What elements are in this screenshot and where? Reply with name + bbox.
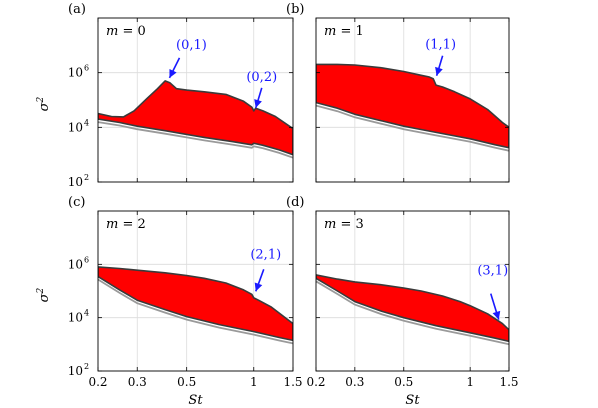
- y-tick-exponent: 4: [84, 309, 89, 318]
- annotation-arrowhead: [435, 66, 443, 76]
- annotation-label: (0,2): [246, 70, 277, 85]
- mode-label: m = 1: [324, 24, 364, 39]
- uncertainty-band: [98, 266, 293, 342]
- mode-label: m = 2: [106, 217, 146, 232]
- panel-letter: (c): [68, 195, 85, 210]
- x-tick-label: 0.5: [177, 375, 196, 389]
- annotation-arrowhead: [169, 68, 177, 78]
- y-tick-label: 10: [68, 175, 83, 189]
- y-tick-label: 10: [68, 120, 83, 134]
- panel-b: (b) m = 1 (1,1): [286, 2, 510, 183]
- annotation-label: (0,1): [176, 38, 207, 53]
- annotation-arrowhead: [254, 282, 263, 292]
- x-tick-label: 0.5: [394, 375, 413, 389]
- x-tick-label: 1: [466, 375, 474, 389]
- x-axis-label: St: [188, 393, 203, 408]
- x-tick-label: 0.3: [345, 375, 364, 389]
- x-tick-label: 1.5: [499, 375, 518, 389]
- y-axis-label: σ2: [36, 96, 52, 111]
- uncertainty-band: [98, 80, 293, 156]
- lower-bound-line: [316, 280, 509, 346]
- x-tick-label: 0.3: [128, 375, 147, 389]
- y-tick-exponent: 4: [84, 118, 89, 127]
- x-tick-label: 0.2: [88, 375, 107, 389]
- annotation-label: (3,1): [477, 264, 508, 279]
- annotation-arrowhead: [254, 99, 262, 108]
- y-tick-exponent: 2: [84, 173, 89, 182]
- uncertainty-band: [316, 63, 509, 149]
- panel-letter: (b): [286, 2, 304, 17]
- plot-frame: [315, 210, 510, 372]
- plot-frame: [97, 210, 294, 372]
- plot-frame: [315, 17, 510, 183]
- plot-frame: [97, 17, 294, 183]
- x-tick-label: 1.5: [283, 375, 302, 389]
- y-tick-exponent: 2: [84, 362, 89, 371]
- lower-bound-line: [98, 278, 293, 345]
- lower-bound-line: [98, 121, 293, 159]
- annotation-label: (2,1): [250, 247, 281, 262]
- lower-bound-line: [316, 104, 509, 152]
- y-tick-exponent: 6: [84, 255, 89, 264]
- annotation-label: (1,1): [425, 38, 456, 53]
- y-tick-exponent: 6: [84, 64, 89, 73]
- uncertainty-band: [316, 274, 509, 343]
- x-tick-label: 0.2: [306, 375, 325, 389]
- y-axis-label: σ2: [36, 287, 52, 302]
- annotation-arrowhead: [492, 310, 501, 320]
- y-tick-label: 10: [68, 364, 83, 378]
- x-tick-label: 1: [250, 375, 258, 389]
- x-axis-label: St: [405, 393, 420, 408]
- y-tick-label: 10: [68, 311, 83, 325]
- panel-letter: (d): [286, 195, 304, 210]
- y-tick-label: 10: [68, 66, 83, 80]
- mode-label: m = 3: [324, 217, 364, 232]
- panel-letter: (a): [68, 2, 86, 17]
- mode-label: m = 0: [106, 24, 146, 39]
- y-tick-label: 10: [68, 257, 83, 271]
- panel-d: 0.2 0.3 0.5 1 1.5 St (d) m = 3 (3,1): [286, 195, 519, 408]
